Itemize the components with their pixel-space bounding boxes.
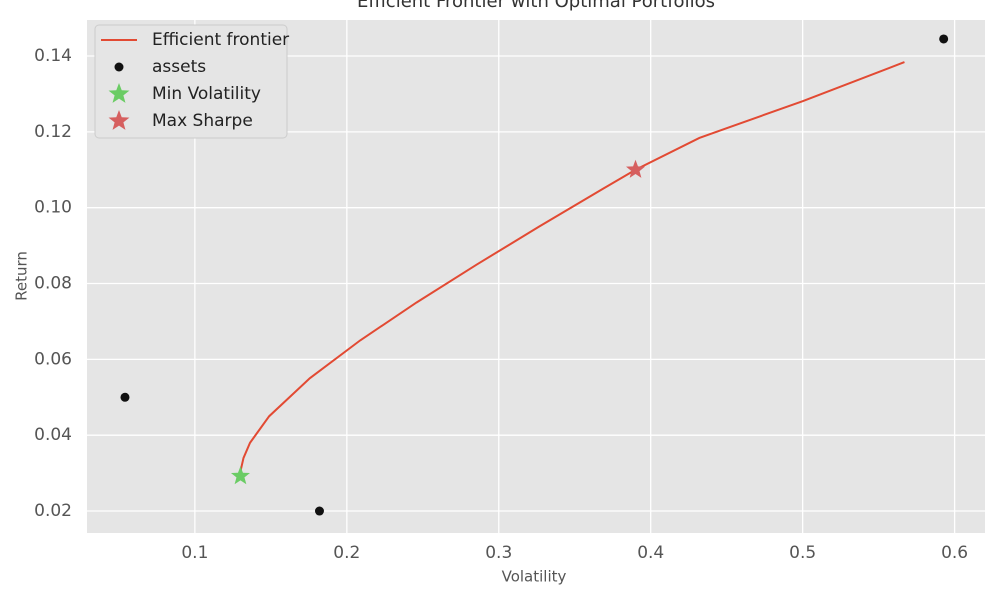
y-tick-label: 0.04 — [34, 425, 72, 445]
y-tick-label: 0.12 — [34, 122, 72, 142]
y-tick-label: 0.10 — [34, 198, 72, 218]
asset-point — [314, 506, 324, 516]
x-tick-label: 0.3 — [485, 543, 512, 563]
asset-point — [120, 392, 130, 402]
legend-symbol — [108, 110, 130, 130]
x-tick-label: 0.6 — [941, 543, 968, 563]
legend-label: Min Volatility — [152, 84, 261, 104]
legend-label: Efficient frontier — [152, 30, 289, 50]
x-tick-label: 0.1 — [181, 543, 208, 563]
frontier-line — [239, 61, 905, 477]
legend-label: Max Sharpe — [152, 111, 253, 131]
x-tick-label: 0.4 — [637, 543, 664, 563]
legend-symbol — [114, 62, 124, 72]
portfolio-star — [626, 159, 646, 178]
portfolio-star — [230, 466, 250, 485]
legend-symbol — [108, 83, 130, 103]
y-tick-label: 0.02 — [34, 501, 72, 521]
legend-box — [94, 24, 288, 139]
y-tick-label: 0.06 — [34, 349, 72, 369]
y-tick-label: 0.14 — [34, 46, 72, 66]
x-tick-label: 0.5 — [789, 543, 816, 563]
legend-label: assets — [152, 57, 206, 77]
x-axis-label: Volatility — [502, 568, 567, 586]
chart-title: Efficient Frontier with Optimal Portfoli… — [357, 0, 715, 12]
asset-point — [939, 34, 949, 44]
y-tick-label: 0.08 — [34, 274, 72, 294]
x-tick-label: 0.2 — [333, 543, 360, 563]
y-axis-label: Return — [13, 251, 31, 301]
